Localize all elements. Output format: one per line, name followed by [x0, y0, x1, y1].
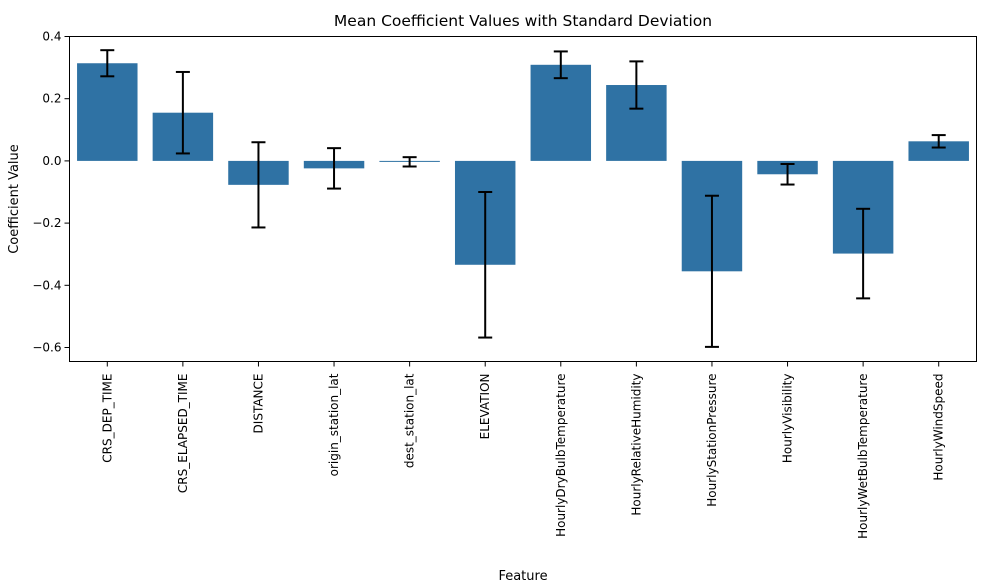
x-axis-ticks: CRS_DEP_TIME CRS_ELAPSED_TIME DISTANCE orig…: [100, 361, 946, 539]
x-tick-label: dest_station_lat: [403, 373, 417, 468]
plot-area-frame: [69, 36, 977, 362]
bar-series: [77, 63, 969, 272]
error-bars: [100, 49, 946, 348]
x-tick-label: HourlyStationPressure: [705, 374, 719, 507]
y-tick-label: 0.2: [42, 92, 61, 106]
bar: [908, 141, 969, 161]
chart-title: Mean Coefficient Values with Standard De…: [334, 12, 712, 30]
x-tick-label: DISTANCE: [251, 374, 265, 434]
x-tick-label: CRS_ELAPSED_TIME: [176, 374, 190, 494]
x-axis-title: Feature: [498, 569, 547, 584]
x-tick-label: ELEVATION: [478, 374, 492, 440]
bar: [77, 63, 138, 161]
y-tick-label: −0.2: [32, 216, 61, 230]
y-tick-label: 0.0: [42, 154, 61, 168]
y-tick-label: −0.6: [32, 341, 61, 355]
y-axis-ticks: 0.4 0.2 0.0 −0.2 −0.4 −0.6: [32, 30, 70, 355]
y-axis-title: Coefficient Value: [7, 144, 22, 254]
x-tick-label: HourlyVisibility: [781, 374, 795, 464]
y-tick-label: 0.4: [42, 30, 61, 44]
x-tick-label: HourlyRelativeHumidity: [629, 374, 643, 516]
y-tick-label: −0.4: [32, 278, 61, 292]
bar: [530, 64, 592, 161]
x-tick-label: HourlyWetBulbTemperature: [856, 374, 870, 539]
x-tick-label: HourlyWindSpeed: [932, 374, 946, 481]
x-tick-label: CRS_DEP_TIME: [100, 374, 114, 463]
x-tick-label: HourlyDryBulbTemperature: [554, 374, 568, 537]
x-tick-label: origin_station_lat: [327, 373, 341, 476]
